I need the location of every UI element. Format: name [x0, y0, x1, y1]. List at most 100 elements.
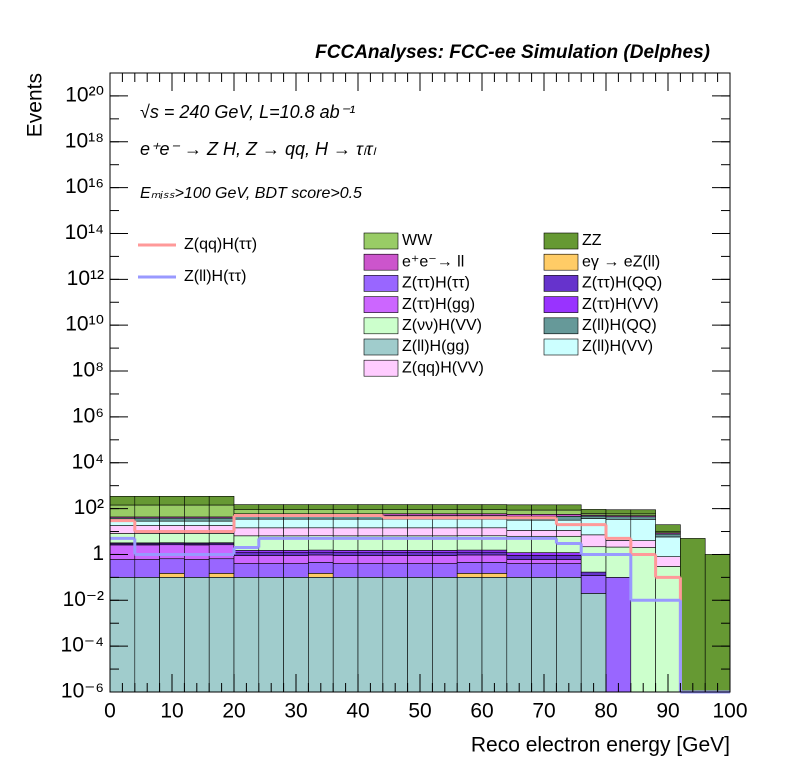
- histogram-bar: [580, 509, 607, 514]
- histogram-bar: [556, 555, 582, 560]
- histogram-bar: [332, 577, 359, 693]
- histogram-bar: [531, 555, 557, 560]
- histogram-bar: [630, 519, 656, 541]
- histogram-bar: [407, 577, 433, 693]
- legend-swatch: [363, 232, 399, 250]
- y-tick-label: 10²⁰: [65, 83, 104, 106]
- histogram-bar: [456, 554, 483, 563]
- x-tick-label: 50: [408, 700, 431, 723]
- histogram-bar: [481, 551, 508, 556]
- histogram-bar: [283, 527, 309, 537]
- legend-swatch: [543, 296, 579, 313]
- histogram-bar: [233, 550, 260, 553]
- histogram-bar: [481, 504, 508, 510]
- histogram-bar: [456, 518, 483, 529]
- histogram-bar: [655, 566, 681, 693]
- histogram-bar: [208, 520, 235, 526]
- histogram-bar: [332, 550, 359, 553]
- x-tick-label: 60: [470, 700, 493, 723]
- histogram-bar: [531, 563, 557, 578]
- histogram-bar: [456, 551, 483, 556]
- histogram-bar: [332, 504, 359, 510]
- histogram-bar: [481, 577, 508, 693]
- legend-swatch: [543, 317, 579, 335]
- histogram-bar: [456, 527, 483, 537]
- histogram-bar: [407, 527, 433, 537]
- histogram-bar: [258, 509, 284, 515]
- y-tick-label: 1: [92, 542, 104, 565]
- legend-swatch: [543, 275, 579, 292]
- histogram-bar: [506, 552, 532, 556]
- legend-swatch: [363, 359, 399, 377]
- histogram-bar: [531, 530, 557, 537]
- legend-label: Z(ll)H(ττ): [184, 268, 246, 285]
- histogram-bar: [605, 540, 632, 548]
- histogram-bar: [308, 527, 334, 537]
- histogram-bar: [556, 563, 582, 578]
- y-tick-label: 10⁻⁴: [61, 634, 104, 657]
- histogram-bar: [184, 533, 210, 544]
- histogram-bar: [258, 555, 284, 564]
- histogram-bar: [580, 575, 607, 594]
- legend-swatch: [363, 253, 399, 271]
- annotation: √s = 240 GeV, L=10.8 ab⁻¹: [140, 102, 355, 122]
- histogram-bar: [208, 504, 235, 518]
- histogram-bar: [506, 559, 532, 564]
- histogram-bar: [357, 577, 384, 693]
- histogram-bar: [357, 563, 384, 578]
- legend-label: Z(ττ)H(ττ): [402, 275, 470, 292]
- histogram-bar: [308, 554, 334, 563]
- histogram-bar: [233, 518, 260, 529]
- y-tick-label: 10⁻²: [63, 588, 104, 611]
- histogram-bar: [655, 524, 681, 533]
- chart-title: FCCAnalyses: FCC-ee Simulation (Delphes): [315, 42, 710, 63]
- histogram-bar: [456, 577, 483, 693]
- histogram-bar: [233, 504, 260, 510]
- histogram-bar: [308, 573, 334, 578]
- legend-swatch: [363, 296, 399, 313]
- x-tick-label: 20: [222, 700, 245, 723]
- histogram-bar: [159, 544, 185, 560]
- histogram-bar: [556, 504, 582, 511]
- histogram-bar: [134, 504, 160, 518]
- x-tick-label: 40: [346, 700, 369, 723]
- histogram-bar: [357, 509, 384, 515]
- histogram-bar: [506, 519, 532, 531]
- histogram-bar: [332, 555, 359, 564]
- histogram-bar: [184, 496, 210, 506]
- histogram-bar: [109, 504, 136, 518]
- y-tick-label: 10²: [74, 496, 104, 519]
- histogram-bar: [432, 509, 458, 515]
- histogram-bar: [332, 552, 359, 556]
- legend-swatch: [363, 275, 399, 292]
- histogram-bar: [556, 559, 582, 564]
- histogram-bar: [283, 552, 309, 556]
- histogram-bar: [456, 562, 483, 574]
- x-tick-label: 90: [656, 700, 679, 723]
- histogram-bar: [407, 518, 433, 529]
- histogram-bar: [159, 496, 185, 506]
- histogram-bar: [556, 577, 582, 693]
- histogram-bar: [134, 533, 160, 544]
- histogram-bar: [630, 540, 656, 548]
- histogram-bar: [580, 546, 607, 573]
- histogram-bar: [432, 552, 458, 556]
- histogram-bar: [233, 555, 260, 564]
- histogram-bar: [258, 518, 284, 529]
- histogram-bar: [159, 573, 185, 578]
- histogram-bar: [134, 496, 160, 506]
- histogram-bar: [159, 520, 185, 526]
- y-tick-label: 10⁴: [72, 450, 104, 473]
- y-tick-label: 10⁸: [72, 359, 104, 382]
- histogram-bar: [308, 509, 334, 515]
- legend-label: Z(ll)H(gg): [402, 338, 470, 355]
- histogram-bar: [382, 550, 408, 553]
- histogram-bar: [308, 549, 334, 553]
- y-tick-label: 10¹⁴: [65, 221, 104, 244]
- histogram-bar: [208, 573, 235, 578]
- histogram-bar: [382, 552, 408, 556]
- histogram-bar: [556, 509, 582, 515]
- histogram-bar: [332, 518, 359, 529]
- histogram-bar: [208, 577, 235, 693]
- histogram-bar: [506, 509, 532, 515]
